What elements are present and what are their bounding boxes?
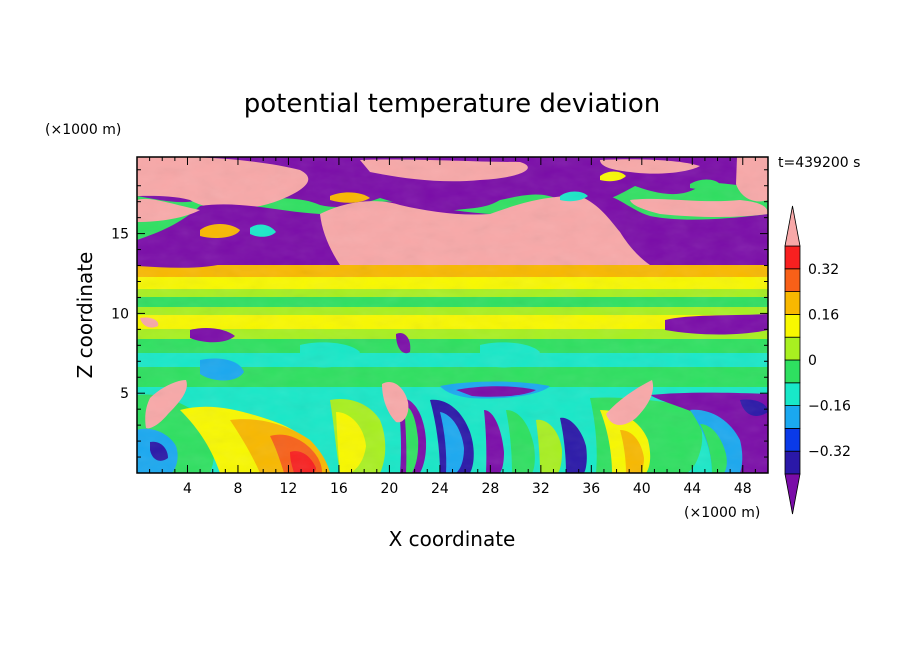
x-tick-label: 20 (380, 481, 398, 497)
y-tick-label: 5 (120, 386, 129, 402)
colorbar-label: 0.32 (808, 262, 839, 278)
colorbar-swatch (784, 245, 801, 270)
colorbar-label: 0 (808, 353, 817, 369)
contour-field (137, 157, 768, 473)
x-tick-label: 36 (582, 481, 600, 497)
x-tick-label: 44 (683, 481, 701, 497)
colorbar-swatch (784, 359, 801, 384)
chart-title: potential temperature deviation (244, 89, 660, 119)
colorbar: 0.32 0.16 0 −0.16 −0.32 (784, 205, 851, 515)
y-tick-label: 15 (111, 227, 129, 243)
x-tick-label: 4 (183, 481, 192, 497)
colorbar-swatch (784, 382, 801, 406)
x-tick-label: 8 (233, 481, 242, 497)
x-tick-label: 12 (280, 481, 298, 497)
y-axis-label: Z coordinate (73, 252, 97, 379)
y-unit-label: (×1000 m) (45, 122, 121, 138)
colorbar-label: 0.16 (808, 307, 839, 323)
colorbar-swatch (784, 336, 801, 361)
x-axis: 4 8 12 16 20 24 28 32 36 40 44 48 (136, 157, 769, 497)
colorbar-swatch (784, 427, 801, 452)
colorbar-swatch (784, 450, 801, 475)
colorbar-swatch (784, 405, 801, 429)
colorbar-label: −0.16 (808, 399, 851, 415)
colorbar-max-arrow (784, 205, 801, 247)
colorbar-swatch (784, 291, 801, 315)
colorbar-min-arrow (784, 473, 801, 515)
x-axis-label: X coordinate (389, 527, 516, 551)
x-tick-label: 28 (481, 481, 499, 497)
time-label: t=439200 s (778, 155, 860, 171)
colorbar-swatch (784, 268, 801, 292)
colorbar-label: −0.32 (808, 444, 851, 460)
x-tick-label: 40 (633, 481, 651, 497)
y-axis: 5 10 15 (111, 169, 768, 458)
x-tick-label: 24 (431, 481, 449, 497)
y-tick-label: 10 (111, 306, 129, 322)
x-tick-label: 32 (532, 481, 550, 497)
x-tick-label: 16 (330, 481, 348, 497)
x-tick-label: 48 (734, 481, 752, 497)
x-unit-label: (×1000 m) (684, 505, 760, 521)
colorbar-swatch (784, 313, 801, 338)
